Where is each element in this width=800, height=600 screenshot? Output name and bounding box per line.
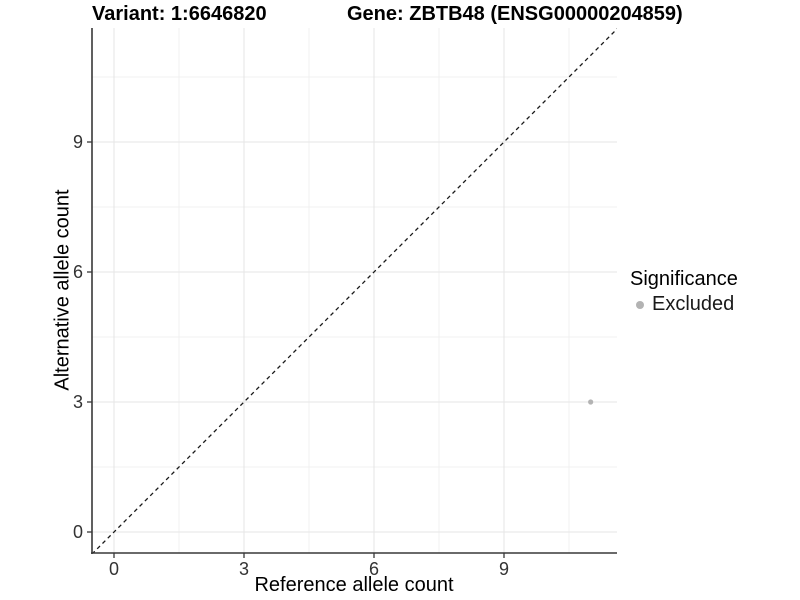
x-tick-label: 3 bbox=[239, 559, 249, 579]
y-tick-label: 3 bbox=[73, 392, 83, 412]
x-tick-label: 6 bbox=[369, 559, 379, 579]
panel-area bbox=[92, 28, 617, 553]
data-point bbox=[588, 399, 594, 405]
y-tick-label: 6 bbox=[73, 262, 83, 282]
x-tick-label: 9 bbox=[499, 559, 509, 579]
legend-item-excluded: Excluded bbox=[636, 293, 738, 316]
y-tick-label: 9 bbox=[73, 132, 83, 152]
legend: Significance Excluded bbox=[630, 268, 738, 316]
variant-title: Variant: 1:6646820 bbox=[92, 3, 267, 25]
y-axis-title: Alternative allele count bbox=[51, 189, 74, 391]
gene-title: Gene: ZBTB48 (ENSG00000204859) bbox=[347, 3, 683, 25]
y-tick-label: 0 bbox=[73, 522, 83, 542]
x-axis-title: Reference allele count bbox=[254, 574, 454, 596]
legend-point-icon bbox=[636, 300, 644, 309]
x-tick-label: 0 bbox=[109, 559, 119, 579]
legend-item-label: Excluded bbox=[652, 293, 735, 315]
legend-title: Significance bbox=[630, 268, 738, 290]
identity-dashed-line bbox=[92, 28, 617, 553]
